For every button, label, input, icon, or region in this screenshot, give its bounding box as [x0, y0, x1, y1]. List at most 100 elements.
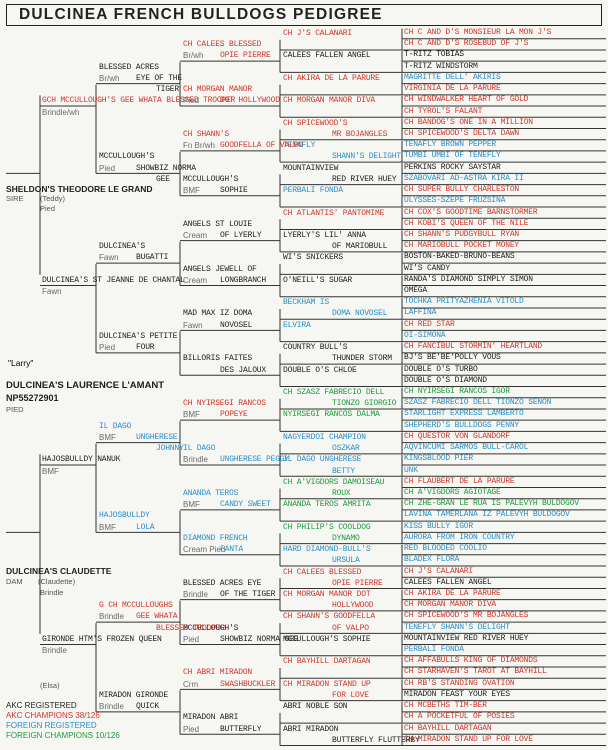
ancestor-gen4: MOUNTAINVIEW [283, 163, 339, 173]
ancestor-gen4-line2: OSZKAR [332, 444, 360, 454]
ancestor-gen3-line2: DES JALOUX [220, 365, 267, 375]
ancestor-gen1-color: Brindle/wh [42, 107, 80, 117]
ancestor-gen4: CH ATLANTIS' PANTOMIME [283, 208, 385, 218]
ancestor-gen5: CH MARIOBULL POCKET MONEY [404, 241, 520, 251]
ancestor-gen3: CH MORGAN MANOR [183, 85, 253, 95]
ancestor-gen4: CH CALEES BLESSED [283, 567, 362, 577]
ancestor-gen5: ULYSSES-SZEPE FRUZSINA [404, 196, 506, 206]
ancestor-gen5: CH SHANN'S PUDGYBULL RYAN [404, 229, 520, 239]
ancestor-gen5: CH MORGAN MANOR DIVA [404, 600, 497, 610]
ancestor-gen4: WI'S SNICKERS [283, 253, 343, 263]
ancestor-gen3: CH SHANN'S [183, 129, 230, 139]
ancestor-gen5: AURORA FROM IRON COUNTRY [404, 532, 515, 542]
ancestor-gen1-color: Brindle [42, 646, 67, 656]
ancestor-gen3-line2: SOPHIE [220, 186, 248, 196]
ancestor-gen4-line2: DOMA NOVOSEL [332, 309, 388, 319]
ancestor-gen3: DIAMOND FRENCH [183, 533, 248, 543]
dam-color: Brindle [40, 588, 64, 597]
ancestor-gen5: CH QUESTOR VON GLANDORF [404, 431, 510, 441]
ancestor-gen2-color: BMF [99, 432, 116, 442]
legend-foreign-registered: FOREIGN REGISTERED [6, 721, 97, 730]
ancestor-gen5: TUMBI UMBI OF TENEFLY [404, 151, 501, 161]
ancestor-gen3-line2: OPIE PIERRE [220, 51, 271, 61]
ancestor-gen2-color: Pied [99, 343, 116, 353]
ancestor-gen4-line2: TIONZO GIORGIO [332, 399, 397, 409]
ancestor-gen4-line2: THUNDER STORM [332, 354, 392, 364]
ancestor-gen5: BLADEX FLORA [404, 555, 460, 565]
ancestor-gen3: IL DAGO [183, 444, 216, 454]
ancestor-gen4: CALEES FALLEN ANGEL [283, 51, 371, 61]
ancestor-gen2-line3: BLESSED TROOPER [156, 623, 226, 633]
ancestor-gen5: CH SPICEWOOD'S DELTA DAWN [404, 128, 520, 138]
ancestor-gen5: OMEGA [404, 286, 428, 296]
ancestor-gen3: ANANDA TEROS [183, 488, 239, 498]
ancestor-gen5: PERBALI FONDA [404, 645, 464, 655]
ancestor-gen5: CH SPICEWOOD'S MR BOJANGLES [404, 611, 529, 621]
sire-color: Pied [40, 204, 56, 213]
ancestor-gen3: MIRADON ABRI [183, 713, 239, 723]
ancestor-gen4: NAGYERDOI CHAMPION [283, 432, 366, 442]
ancestor-gen4-line2: URSULA [332, 556, 360, 566]
ancestor-gen2-color: Pied [99, 163, 116, 173]
ancestor-gen2-color: Brindle [99, 702, 124, 712]
ancestor-gen5: T-RITZ WINDSTORM [404, 61, 478, 71]
ancestor-gen5: VIRGINIA DE LA PARURE [404, 84, 501, 94]
ancestor-gen3-line2: LONGBRANCH [220, 275, 267, 285]
ancestor-gen4: CH SPICEWOOD'S [283, 118, 348, 128]
call-name: "Larry" [8, 358, 34, 368]
ancestor-gen2-color: Fawn [99, 253, 119, 263]
ancestor-gen5: LAVINA TAMERLANA IZ PALEVYH BULDOGOV [404, 510, 570, 520]
subject-color: PIED [6, 405, 24, 414]
ancestor-gen5: OI-SIMONA [404, 330, 446, 340]
legend-akc-registered: AKC REGISTERED [6, 701, 77, 710]
ancestor-gen3: MCCULLOUGH'S [183, 623, 239, 633]
ancestor-gen5: SZASZ FABRECIO DELL TIONZO SENON [404, 398, 552, 408]
ancestor-gen5: CH MCBETHS TIM-BER [404, 701, 487, 711]
ancestor-gen5: DOUBLE O'S TURBO [404, 364, 478, 374]
ancestor-gen2: IL DAGO [99, 421, 132, 431]
ancestor-gen4: ANANDA TEROS AMRITA [283, 500, 371, 510]
ancestor-gen4: CH J'S CALANARI [283, 29, 353, 38]
ancestor-gen3: ANGELS JEWELL OF [183, 264, 257, 274]
ancestor-gen4: MCCULLOUGH'S SOPHIE [283, 634, 371, 644]
ancestor-gen1: GIRONDE HTM'S FROZEN QUEEN [42, 634, 162, 644]
ancestor-gen3-line2: DOT HOLLYWOOD [220, 96, 280, 106]
ancestor-gen5: SHEPHERD'S BULLDOGS PENNY [404, 420, 520, 430]
sire-role: SIRE [6, 194, 24, 203]
ancestor-gen1-color: BMF [42, 466, 59, 476]
ancestor-gen5: STARLIGHT EXPRESS LAMBERTO [404, 409, 524, 419]
ancestor-gen3: ANGELS ST LOUIE [183, 219, 253, 229]
ancestor-gen2-line2: LOLA [136, 522, 155, 532]
ancestor-gen4: CH AKIRA DE LA PARURE [283, 73, 380, 83]
ancestor-gen2: BLESSED ACRES [99, 62, 159, 72]
ancestor-gen4: LYERLY'S LIL' ANNA [283, 230, 366, 240]
ancestor-gen3: MAD MAX IZ DOMA [183, 309, 253, 319]
ancestor-gen3-color: Pied [183, 724, 200, 734]
ancestor-gen1: DULCINEA'S ST JEANNE DE CHANTAL [42, 275, 185, 285]
ancestor-gen4-line2: BETTY [332, 466, 356, 476]
ancestor-gen5: CH RB'S STANDING OVATION [404, 678, 515, 688]
ancestor-gen3: BLESSED ACRES EYE [183, 578, 262, 588]
ancestor-gen3-color: Br/wh [183, 51, 204, 61]
ancestor-gen5: BOSTON-BAKED-BRUNO-BEANS [404, 252, 515, 262]
ancestor-gen4: CH PHILIP'S COOLDOG [283, 522, 371, 532]
ancestor-gen2-color: Brindle [99, 612, 124, 622]
ancestor-gen5: CH TYROL'S FALANT [404, 106, 483, 116]
legend-akc-champions: AKC CHAMPIONS 38/126 [6, 711, 100, 720]
ancestor-gen3-line2: GOODFELLA OF VALPO [220, 141, 303, 151]
ancestor-gen5: CH AFFABULLS KING OF DIAMONDS [404, 656, 538, 666]
ancestor-gen2-line2: FOUR [136, 343, 155, 353]
ancestor-gen5: CH WINDWALKER HEART OF GOLD [404, 95, 529, 105]
ancestor-gen5: CALEES FALLEN ANGEL [404, 577, 492, 587]
ancestor-gen5: CH C AND D'S MONSIEUR LA MON J'S [404, 28, 552, 37]
ancestor-gen2-line3: TIGER [156, 85, 180, 95]
ancestor-gen3-color: BMF [183, 500, 200, 510]
subject-registration: NP55272901 [6, 393, 59, 403]
ancestor-gen5: CH MIRADON STAND UP FOR LOVE [404, 734, 533, 744]
ancestor-gen3-color: Cream [183, 275, 208, 285]
ancestor-gen3-color: Pied [183, 634, 200, 644]
ancestor-gen4: BECKHAM IS [283, 298, 330, 308]
ancestor-gen3: MCCULLOUGH'S [183, 174, 239, 184]
